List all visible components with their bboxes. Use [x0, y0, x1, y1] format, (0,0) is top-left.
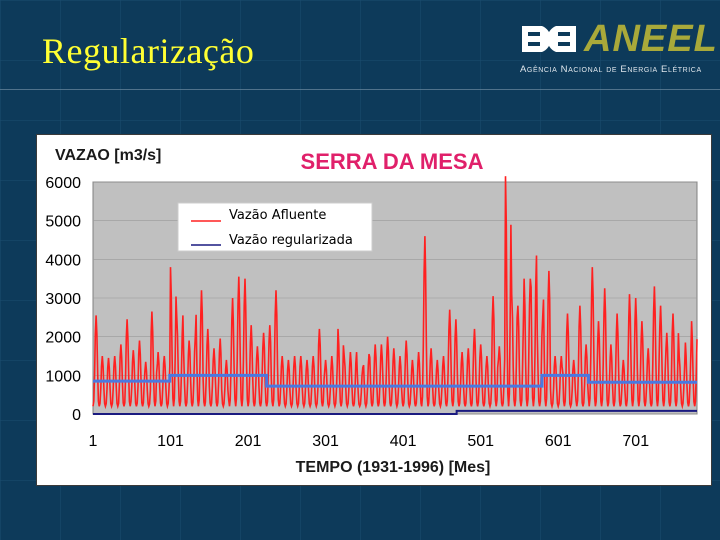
- aneel-logo-name: ANEEL: [584, 18, 718, 60]
- y-tick-label: 5000: [45, 214, 81, 231]
- aneel-logo: ANEEL Agência Nacional de Energia Elétri…: [516, 18, 717, 78]
- x-tick-label: 201: [235, 433, 262, 450]
- series-vazao-minima: [93, 409, 697, 415]
- flow-chart: 0 1000 2000 3000 4000 5000 6000 1 101 201 301 401 50…: [45, 147, 698, 476]
- x-tick-label: 601: [545, 433, 572, 450]
- y-tick-label: 3000: [45, 291, 81, 308]
- header-divider: [0, 89, 720, 90]
- chart-title: SERRA DA MESA: [301, 149, 484, 174]
- x-axis-label: TEMPO (1931-1996) [Mes]: [296, 459, 491, 476]
- x-tick-label: 701: [622, 433, 649, 450]
- y-tick-label: 4000: [45, 252, 81, 269]
- y-tick-label: 2000: [45, 330, 81, 347]
- x-tick-label: 401: [390, 433, 417, 450]
- y-tick-label: 6000: [45, 175, 81, 192]
- aneel-logo-subtitle: Agência Nacional de Energia Elétrica: [520, 64, 702, 75]
- x-tick-label: 501: [467, 433, 494, 450]
- series-vazao-regularizada: [93, 373, 697, 388]
- y-tick-label: 0: [72, 407, 81, 424]
- x-tick-label: 101: [157, 433, 184, 450]
- legend-label-afluente: Vazão Afluente: [229, 208, 326, 223]
- legend-box: [177, 202, 373, 252]
- slide-title: Regularização: [42, 31, 255, 71]
- y-axis-label: VAZAO [m3/s]: [55, 147, 161, 164]
- x-tick-label: 301: [312, 433, 339, 450]
- chart-frame: 0 1000 2000 3000 4000 5000 6000 1 101 201 301 401 50…: [36, 134, 712, 486]
- y-tick-label: 1000: [45, 368, 81, 385]
- aneel-logo-mark: [522, 26, 576, 52]
- x-tick-label: 1: [89, 433, 98, 450]
- legend-label-regularizada: Vazão regularizada: [229, 233, 353, 248]
- series-vazao-afluente: [92, 176, 698, 410]
